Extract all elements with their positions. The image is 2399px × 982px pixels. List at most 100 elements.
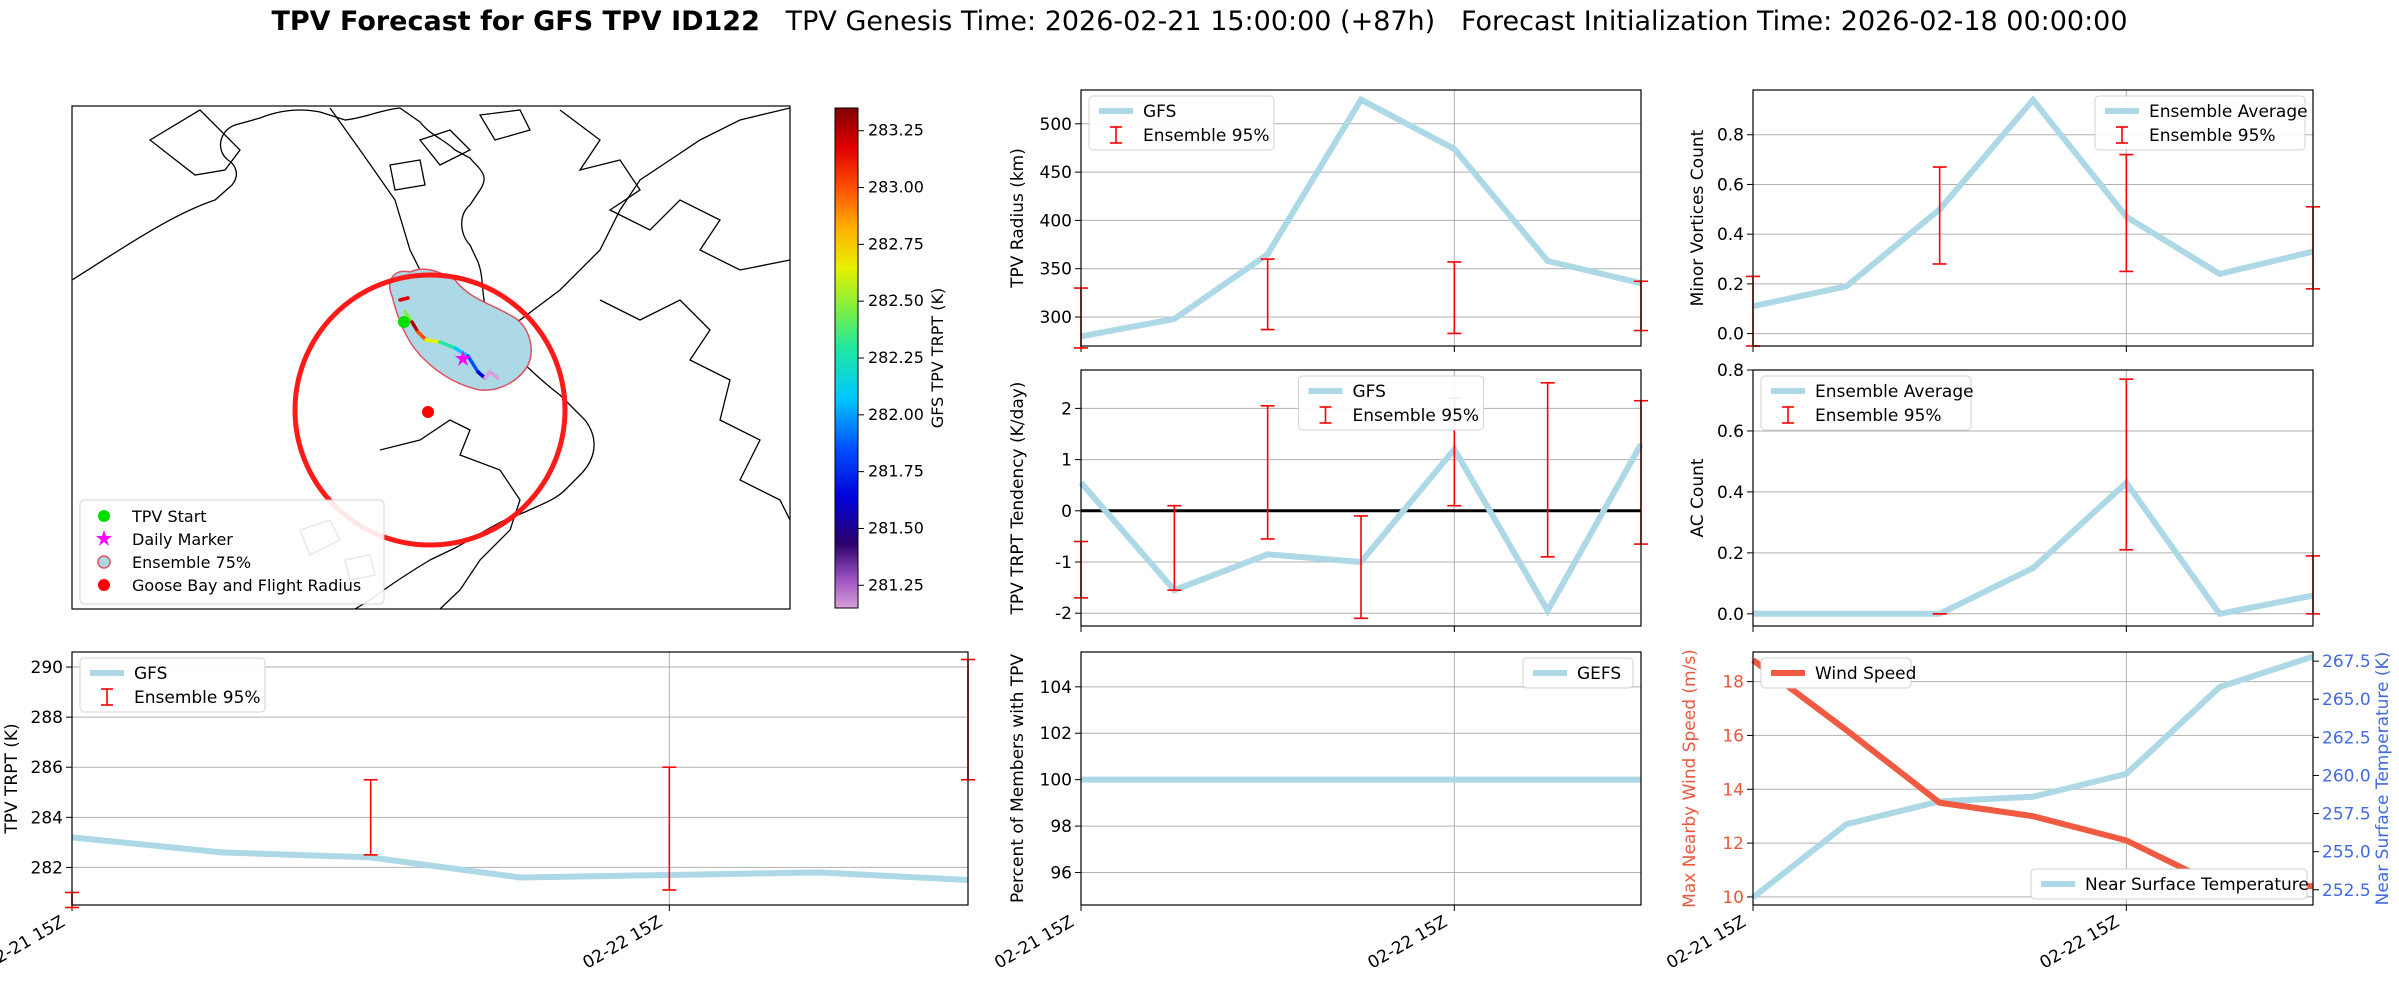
y-axis-label: AC Count bbox=[1688, 458, 1708, 537]
plot-frame bbox=[1080, 651, 1642, 906]
y-tick-label: 104 bbox=[1040, 678, 1072, 698]
y-tick-label: 10 bbox=[1722, 888, 1744, 908]
legend-label: Ensemble 95% bbox=[134, 688, 261, 708]
legend-box bbox=[1088, 95, 1275, 151]
x-tick-label: 02-21 15Z bbox=[0, 912, 69, 973]
coastline-south bbox=[379, 419, 521, 609]
series-line bbox=[1752, 95, 2314, 310]
series-line bbox=[1753, 478, 2314, 618]
legend-tpv-start-swatch bbox=[98, 510, 110, 522]
legend-label: GEFS bbox=[1577, 664, 1621, 684]
flight-radius-circle bbox=[292, 272, 568, 548]
y-axis-label: Percent of Members with TPV bbox=[1008, 654, 1028, 903]
y-tick-label: 0.0 bbox=[1717, 325, 1744, 345]
y-tick-label: 0.0 bbox=[1717, 605, 1744, 625]
y2-tick-label: 257.5 bbox=[2322, 805, 2371, 825]
colorbar-tick-label: 282.25 bbox=[868, 348, 924, 367]
chart-minor: 0.0 0.2 0.4 0.6 0.8 Minor Vortices Count Ensem… bbox=[1688, 89, 2320, 352]
map-legend: TPV Start Daily Marker Ensemble 75% Goos… bbox=[79, 499, 385, 605]
y2-tick-label: 267.5 bbox=[2322, 652, 2371, 672]
colorbar-label: GFS TPV TRPT (K) bbox=[928, 288, 947, 428]
legend-box bbox=[1298, 375, 1484, 431]
plot-frame bbox=[1752, 651, 2314, 906]
series-line bbox=[1080, 95, 1642, 340]
y-tick-label: 284 bbox=[31, 808, 63, 828]
y-tick-label: 0.2 bbox=[1717, 544, 1744, 564]
x-tick-label: 02-22 15Z bbox=[580, 912, 666, 973]
goose-bay-marker bbox=[422, 406, 434, 418]
colorbar-gradient bbox=[834, 107, 859, 609]
legend-label-wind: Wind Speed bbox=[1815, 664, 1916, 684]
y-tick-label: 400 bbox=[1040, 211, 1072, 231]
series-line bbox=[71, 834, 969, 883]
tpv-track bbox=[398, 296, 500, 380]
tpv-start-marker bbox=[398, 316, 410, 328]
colorbar-tick-label: 282.00 bbox=[868, 405, 924, 424]
y2-tick-label: 262.5 bbox=[2322, 728, 2371, 748]
legend-label-temperature: Near Surface Temperature bbox=[2085, 875, 2309, 895]
y-tick-label: 350 bbox=[1040, 260, 1072, 280]
y-tick-label: 300 bbox=[1040, 308, 1072, 328]
y-axis-label: TPV TRPT Tendency (K/day) bbox=[1008, 382, 1028, 616]
legend-box bbox=[1760, 657, 1912, 689]
colorbar-tick-label: 283.00 bbox=[868, 178, 924, 197]
y-tick-label: 14 bbox=[1722, 780, 1744, 800]
colorbar-tick-label: 281.25 bbox=[868, 575, 924, 594]
legend-label: Ensemble 95% bbox=[1815, 406, 1942, 426]
colorbar-tick-label: 281.50 bbox=[868, 518, 924, 537]
y2-tick-label: 252.5 bbox=[2322, 881, 2371, 901]
y-tick-label: -1 bbox=[1055, 553, 1072, 573]
y-tick-label: 0.4 bbox=[1717, 483, 1744, 503]
colorbar-tick-label: 281.75 bbox=[868, 462, 924, 481]
legend-label: Ensemble 95% bbox=[2149, 126, 2276, 146]
coastline-greenland bbox=[329, 107, 790, 331]
figure-title-bold: TPV Forecast for GFS TPV ID122 bbox=[271, 6, 760, 37]
chart-trpt: 282 284 286 288 290 02-21 15Z 02-22 15Z TPV TRP… bbox=[0, 651, 975, 973]
y-tick-label: -2 bbox=[1055, 604, 1072, 624]
y-tick-label: 96 bbox=[1050, 864, 1072, 884]
legend-ensemble-swatch bbox=[97, 555, 111, 569]
y2-axis-label: Near Surface Temperature (K) bbox=[2373, 652, 2393, 906]
y-tick-label: 16 bbox=[1722, 726, 1744, 746]
y-tick-label: 98 bbox=[1050, 817, 1072, 837]
y2-tick-label: 265.0 bbox=[2322, 690, 2371, 710]
coastline-west bbox=[72, 107, 595, 609]
chart-ac: 0.0 0.2 0.4 0.6 0.8 AC Count Ensemble Average E… bbox=[1688, 361, 2320, 632]
y-tick-label: 12 bbox=[1722, 834, 1744, 854]
y-axis-label: TPV Radius (km) bbox=[1008, 148, 1028, 289]
legend-box bbox=[2030, 868, 2308, 900]
daily-marker-1 bbox=[455, 350, 471, 366]
legend-ensemble-75: Ensemble 75% bbox=[132, 553, 251, 572]
y-tick-label: 0.6 bbox=[1717, 422, 1744, 442]
plot-frame bbox=[1080, 369, 1642, 627]
y-tick-label: 0.8 bbox=[1717, 126, 1744, 146]
y-tick-label: 0.4 bbox=[1717, 225, 1744, 245]
legend-box bbox=[1760, 375, 1972, 431]
y-tick-label: 500 bbox=[1040, 115, 1072, 135]
y2-tick-label: 260.0 bbox=[2322, 766, 2371, 786]
x-tick-label: 02-21 15Z bbox=[1663, 912, 1749, 973]
legend-label: GFS bbox=[1143, 102, 1176, 122]
legend-daily-marker-swatch bbox=[96, 530, 112, 546]
map-coastlines bbox=[72, 107, 790, 609]
plot-area bbox=[1753, 652, 2313, 905]
legend-goose-bay: Goose Bay and Flight Radius bbox=[132, 576, 361, 595]
chart-members: 96 98 100 102 104 02-21 15Z 02-22 15Z Percent o… bbox=[991, 651, 1642, 973]
legend-box bbox=[2094, 95, 2306, 151]
legend-label: Ensemble 95% bbox=[1353, 406, 1480, 426]
legend-label: Ensemble 95% bbox=[1143, 126, 1270, 146]
colorbar-tick-label: 282.75 bbox=[868, 234, 924, 253]
y-tick-label: 286 bbox=[31, 758, 63, 778]
colorbar-tick-label: 283.25 bbox=[868, 121, 924, 140]
y-axis-label: Max Nearby Wind Speed (m/s) bbox=[1680, 649, 1700, 908]
legend-box bbox=[1522, 657, 1634, 689]
figure-title: TPV Forecast for GFS TPV ID122 TPV Genes… bbox=[0, 6, 2399, 37]
y-tick-label: 288 bbox=[31, 708, 63, 728]
plot-frame bbox=[71, 651, 969, 906]
y-tick-label: 450 bbox=[1040, 163, 1072, 183]
init-time: Forecast Initialization Time: 2026-02-18… bbox=[1460, 6, 2128, 37]
coastline-islands bbox=[148, 109, 241, 176]
legend-label: Ensemble Average bbox=[2149, 102, 2308, 122]
y-tick-label: 0 bbox=[1061, 502, 1072, 522]
